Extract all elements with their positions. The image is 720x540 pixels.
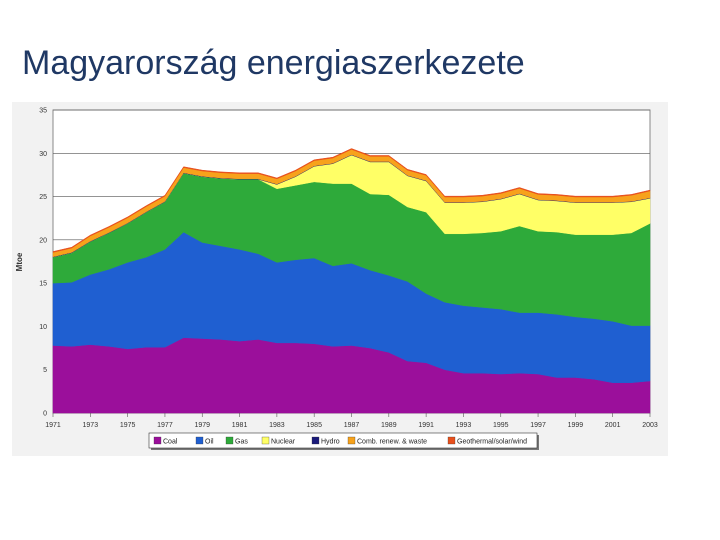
x-tick-label: 1985: [306, 422, 322, 429]
stacked-area-chart: 0 5 10 15 20 25 30 35 1971 1973 1975 1977 1979 1981 19…: [15, 108, 658, 450]
chart-area: 0 5 10 15 20 25 30 35 1971 1973 1975 1977 1979 1981 19…: [12, 102, 668, 456]
y-tick-label: 10: [39, 324, 47, 331]
x-tick-label: 1987: [344, 422, 360, 429]
area-series: [52, 148, 651, 414]
y-tick-label: 15: [39, 281, 47, 288]
legend: Coal Oil Gas Nuclear Hydro Comb. renew. & was…: [148, 432, 539, 450]
x-tick-label: 1971: [45, 422, 61, 429]
x-tick-label: 1973: [83, 422, 99, 429]
y-tick-label: 25: [39, 194, 47, 201]
x-tick-label: 1979: [194, 422, 210, 429]
x-tick-label: 2003: [642, 422, 658, 429]
y-tick-label: 5: [43, 367, 47, 374]
legend-label: Comb. renew. & waste: [357, 439, 427, 446]
legend-label: Hydro: [321, 439, 340, 446]
y-axis-title: Mtoe: [15, 252, 24, 271]
y-tick-label: 20: [39, 237, 47, 244]
x-tick-label: 1981: [232, 422, 248, 429]
y-tick-label: 30: [39, 151, 47, 158]
x-tick-label: 1989: [381, 422, 397, 429]
area-geothermal-solar-wind: [52, 148, 651, 253]
legend-label: Geothermal/solar/wind: [457, 439, 527, 446]
legend-swatch: [447, 436, 456, 445]
legend-swatch: [261, 436, 270, 445]
x-tick-label: 1977: [157, 422, 173, 429]
legend-swatch: [153, 436, 162, 445]
x-tick-label: 1983: [269, 422, 285, 429]
legend-swatch: [347, 436, 356, 445]
legend-label: Nuclear: [271, 439, 296, 446]
x-tick-label: 1993: [456, 422, 472, 429]
x-tick-label: 1995: [493, 422, 509, 429]
legend-label: Oil: [205, 439, 214, 446]
legend-box: [148, 432, 538, 449]
legend-swatch: [195, 436, 204, 445]
legend-label: Coal: [163, 439, 178, 446]
y-tick-label: 0: [43, 411, 47, 418]
x-tick-label: 2001: [605, 422, 621, 429]
x-tick-label: 1997: [530, 422, 546, 429]
x-tick-label: 1975: [120, 422, 136, 429]
x-tick-label: 1991: [418, 422, 434, 429]
axes: 0 5 10 15 20 25 30 35 1971 1973 1975 1977 1979 1981 19…: [39, 108, 658, 430]
legend-swatch: [225, 436, 234, 445]
slide-title: Magyarország energiaszerkezete: [22, 44, 525, 82]
x-tick-label: 1999: [568, 422, 584, 429]
legend-label: Gas: [235, 439, 248, 446]
y-tick-label: 35: [39, 108, 47, 115]
legend-swatch: [311, 436, 320, 445]
